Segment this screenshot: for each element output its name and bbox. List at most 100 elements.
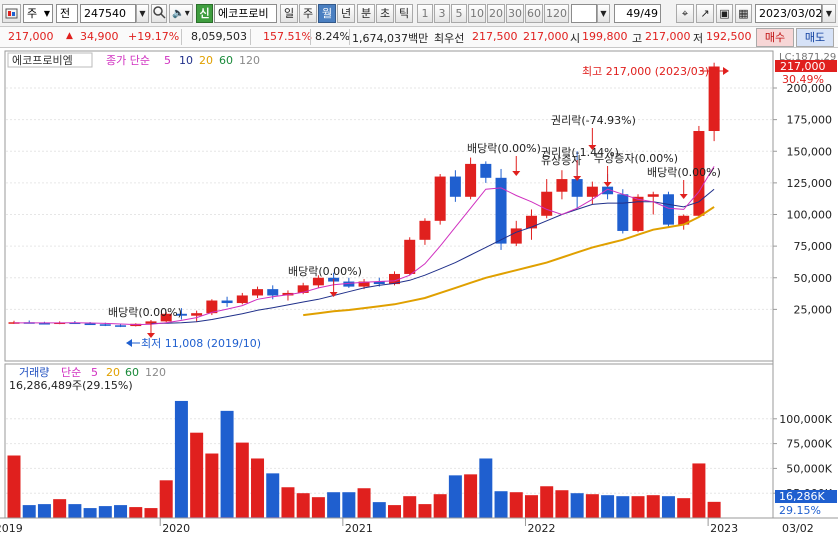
price-tag-pct: 30.49% (782, 73, 824, 86)
annotation-rights-2: 권리락(-1.44%) (541, 146, 619, 159)
grid-icon[interactable]: ▦ (735, 4, 752, 23)
candle-body (221, 300, 233, 304)
annotation-high: 최고 217,000 (2023/03) (582, 65, 709, 78)
chart-type-icon[interactable]: ↗ (696, 4, 714, 23)
volume-bar (129, 507, 143, 518)
volume-bar (53, 499, 67, 518)
volume-bar (388, 505, 401, 518)
annotation-arrowhead (588, 145, 597, 150)
volume-bar (220, 410, 234, 518)
volume-legend-ma60: 60 (125, 366, 139, 379)
volume-bar (509, 492, 523, 518)
period-tab-minute[interactable]: 분 (357, 4, 375, 23)
price-tag: 217,000 (780, 60, 826, 73)
candle-body (617, 194, 629, 231)
settings-icon[interactable] (2, 4, 21, 23)
interval-button-20[interactable]: 20 (487, 4, 505, 23)
x-tick-label: 2022 (527, 522, 555, 535)
candle-body (419, 220, 431, 240)
interval-button-30[interactable]: 30 (506, 4, 524, 23)
speaker-icon[interactable]: 🔈▾ (169, 4, 193, 23)
date-input[interactable]: 2023/03/02 (755, 4, 822, 23)
volume-ratio: 157.51% (263, 30, 312, 43)
price-tick-label: 200,000 (787, 82, 833, 95)
sell-button[interactable]: 매도 (796, 28, 834, 47)
volume-bar (37, 504, 51, 518)
x-tick-label: 03/02 (782, 522, 814, 535)
candle-body (480, 163, 492, 178)
interval-button-10[interactable]: 10 (468, 4, 486, 23)
candle-body (160, 313, 172, 322)
market-select[interactable]: 주 ▼ (23, 4, 53, 23)
interval-button-120[interactable]: 120 (544, 4, 569, 23)
candle-body (678, 215, 690, 225)
buy-button[interactable]: 매수 (756, 28, 794, 47)
volume-legend-series: 단순 (61, 366, 81, 379)
chart-area[interactable]: 25,000 50,000 75,000 100,000 125,000 150,000 1… (0, 48, 838, 541)
volume-bar (494, 491, 508, 518)
volume-bar (479, 458, 493, 518)
annotations: 최고 217,000 (2023/03) 최저 11,008 (2019/10)… (108, 65, 721, 350)
period-tab-day[interactable]: 일 (280, 4, 298, 23)
price-legend-ma20: 20 (199, 54, 213, 67)
candle-body (38, 323, 50, 325)
page-counter[interactable]: 49/49 (614, 4, 661, 23)
candle-body (404, 239, 416, 274)
code-dropdown-button[interactable]: ▼ (136, 4, 149, 23)
volume-bar (601, 495, 615, 518)
candle-body (693, 131, 705, 216)
interval-button-60[interactable]: 60 (525, 4, 543, 23)
volume-bar (524, 495, 538, 518)
volume-legend-value: 16,286,489주(29.15%) (9, 379, 133, 392)
volume-legend-ma120: 120 (145, 366, 166, 379)
candle-body (510, 228, 522, 244)
volume-tag-pct: 29.15% (779, 504, 821, 517)
annotation-arrowhead (512, 171, 521, 176)
period-tab-second[interactable]: 초 (376, 4, 394, 23)
period-tab-tick[interactable]: 틱 (395, 4, 413, 23)
period-tab-month[interactable]: 월 (318, 4, 336, 23)
search-icon[interactable] (151, 4, 167, 23)
candle-body (556, 179, 568, 192)
candle-body (297, 285, 309, 293)
crosshair-icon[interactable]: ⌖ (676, 4, 694, 23)
volume-bar (22, 505, 36, 518)
volume-bar (661, 496, 675, 518)
interval-dropdown-button[interactable]: ▼ (597, 4, 610, 23)
candle-body (99, 324, 111, 326)
stock-name-field[interactable]: 에코프로비 (214, 4, 277, 23)
candle-body (571, 179, 583, 197)
candle-body (252, 289, 264, 296)
interval-button-5[interactable]: 5 (451, 4, 467, 23)
chart-svg[interactable]: 25,000 50,000 75,000 100,000 125,000 150,000 1… (0, 48, 838, 541)
volume-tag-box (775, 490, 837, 503)
volume-tick-label: 100,000K (779, 413, 832, 426)
volume-tick-label: 50,000K (786, 462, 832, 475)
save-icon[interactable]: ▣ (716, 4, 733, 23)
period-tab-year[interactable]: 년 (337, 4, 355, 23)
volume-bar (98, 506, 112, 518)
candle-body (84, 323, 96, 326)
interval-button-1[interactable]: 1 (417, 4, 433, 23)
price-ma20-line (303, 206, 715, 317)
annotation-arrowhead (329, 292, 338, 297)
candle-body (525, 215, 537, 229)
stock-code-input[interactable]: 247540 (80, 4, 136, 23)
best-ask: 217,500 (472, 30, 518, 43)
volume-bar (403, 496, 417, 518)
volume-bar (281, 487, 295, 518)
annotation-low: 최저 11,008 (2019/10) (141, 337, 261, 350)
interval-button-3[interactable]: 3 (434, 4, 450, 23)
turnover-ratio: 8.24% (315, 30, 350, 43)
volume-bar (616, 496, 630, 518)
period-tab-week[interactable]: 주 (299, 4, 317, 23)
volume-bar (585, 494, 599, 518)
date-dropdown-button[interactable]: ▼ (822, 4, 836, 23)
candle-body (541, 191, 553, 216)
interval-input[interactable] (571, 4, 597, 23)
board-select[interactable]: 전 (56, 4, 78, 23)
best-bid: 217,000 (523, 30, 569, 43)
price-tick-label: 125,000 (787, 177, 833, 190)
market-label: 주 (27, 7, 38, 20)
x-tick-label: 2019 (0, 522, 23, 535)
